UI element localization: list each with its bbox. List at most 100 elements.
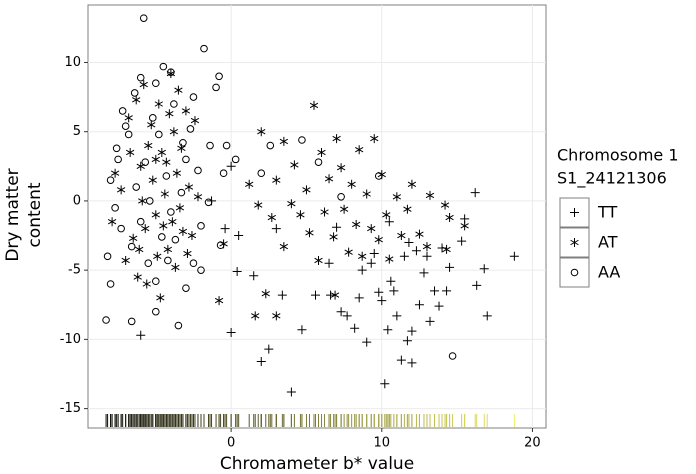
point (129, 233, 138, 243)
point (344, 247, 353, 257)
point (404, 237, 414, 247)
point (314, 255, 323, 265)
point (249, 271, 259, 281)
point (384, 217, 394, 227)
point (342, 311, 352, 321)
point (422, 242, 432, 252)
point (153, 251, 162, 261)
point (434, 301, 444, 311)
point (164, 256, 172, 265)
point (133, 272, 142, 282)
point (142, 279, 151, 289)
point (141, 224, 150, 234)
point (445, 262, 455, 272)
point (136, 217, 145, 226)
point (144, 141, 153, 151)
point (157, 147, 166, 157)
point (214, 296, 224, 306)
point (347, 179, 356, 189)
point (257, 127, 266, 137)
point (386, 276, 396, 286)
point (271, 224, 281, 234)
point (171, 235, 180, 244)
point (126, 147, 135, 157)
point (193, 192, 203, 202)
point (226, 161, 236, 171)
point (135, 244, 144, 254)
point (151, 154, 160, 164)
point (181, 106, 191, 116)
point (197, 222, 205, 230)
point (286, 387, 296, 397)
point (166, 69, 176, 79)
point (392, 192, 402, 202)
point (189, 93, 198, 101)
y-tick-label: -5 (68, 263, 81, 278)
point (287, 199, 296, 209)
point (151, 277, 160, 286)
point (245, 179, 254, 189)
point (136, 73, 145, 82)
point (357, 265, 367, 275)
point (369, 249, 379, 259)
point (151, 210, 160, 220)
point (332, 134, 341, 144)
point (107, 217, 117, 227)
point (106, 280, 115, 288)
point (158, 233, 166, 241)
point (374, 287, 384, 297)
point (366, 258, 376, 268)
point (336, 307, 346, 317)
point (124, 113, 133, 123)
point (159, 221, 168, 231)
point (442, 286, 452, 296)
point (231, 155, 240, 164)
point (194, 166, 202, 175)
point (411, 246, 421, 256)
point (189, 259, 198, 268)
point (162, 157, 171, 167)
y-tick-label: 0 (73, 193, 81, 208)
point (370, 134, 379, 144)
point (305, 228, 314, 238)
point (147, 120, 156, 130)
point (425, 190, 435, 200)
x-tick-label: 0 (227, 436, 235, 451)
x-axis-title: Chromameter b* value (220, 454, 414, 474)
point (402, 336, 412, 346)
point (155, 130, 163, 139)
point (267, 213, 276, 223)
point (175, 203, 185, 213)
point (389, 286, 399, 296)
point (407, 358, 417, 368)
point (145, 197, 154, 205)
point (251, 311, 260, 321)
point (200, 44, 208, 53)
legend-label: AA (598, 263, 620, 282)
legend-title: Chromosome 1 (557, 146, 679, 165)
point (174, 321, 183, 330)
point (162, 172, 171, 180)
point (256, 357, 266, 367)
point (442, 244, 451, 254)
point (383, 325, 393, 335)
point (330, 290, 340, 300)
point (182, 155, 190, 164)
point (219, 169, 228, 178)
point (172, 168, 182, 178)
y-tick-label: -15 (60, 401, 81, 416)
point (479, 264, 489, 274)
point (197, 266, 205, 274)
point (399, 251, 409, 261)
point (111, 204, 119, 212)
point (127, 317, 136, 326)
point (396, 355, 406, 365)
point (182, 284, 190, 292)
legend-label: AT (598, 233, 618, 252)
x-tick-label: 10 (374, 436, 391, 451)
point (163, 244, 173, 254)
point (397, 231, 406, 241)
point (136, 330, 146, 340)
point (385, 254, 394, 264)
point (204, 198, 213, 207)
